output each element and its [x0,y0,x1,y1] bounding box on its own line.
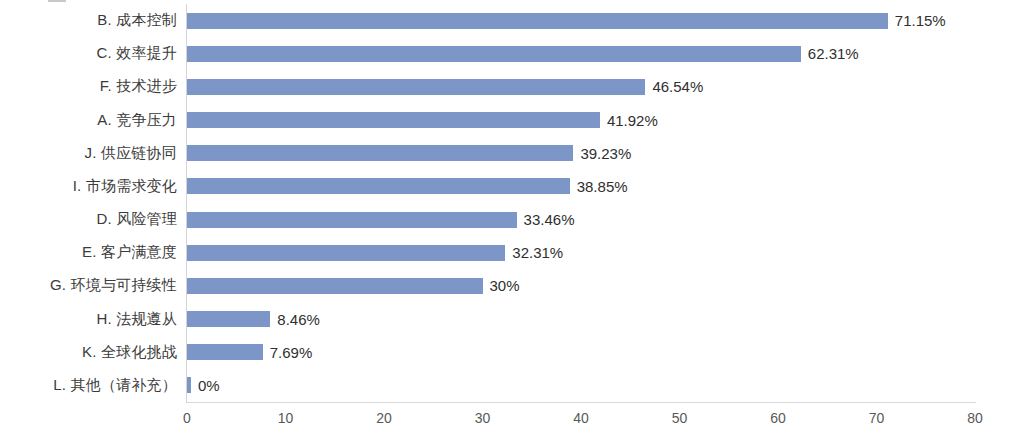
chart-row: L. 其他（请补充） 0% [0,369,976,402]
bar-area: 8.46% [187,311,976,328]
category-label: H. 法规遵从 [0,310,177,329]
chart-row: C. 效率提升 62.31% [0,37,976,70]
category-label: G. 环境与可持续性 [0,276,177,295]
value-label: 41.92% [607,112,658,129]
chart-row: D. 风险管理 33.46% [0,203,976,236]
category-label: C. 效率提升 [0,44,177,63]
chart-row: G. 环境与可持续性 30% [0,269,976,302]
bar [187,13,888,29]
chart-row: K. 全球化挑战 7.69% [0,336,976,369]
x-tick-label: 40 [573,410,589,426]
x-tick-label: 50 [672,410,688,426]
chart-row: F. 技术进步 46.54% [0,70,976,103]
bar [187,145,573,161]
bar-area: 41.92% [187,112,976,129]
value-label: 7.69% [270,344,313,361]
bar-area: 7.69% [187,344,976,361]
value-label: 0% [198,377,220,394]
top-border-artifact [48,0,66,2]
bar-area: 0% [187,377,976,394]
value-label: 8.46% [277,311,320,328]
bar-area: 46.54% [187,78,976,95]
value-label: 46.54% [652,78,703,95]
bar [187,112,600,128]
value-label: 30% [490,277,520,294]
chart-row: I. 市场需求变化 38.85% [0,170,976,203]
bar-area: 30% [187,277,976,294]
bar-area: 39.23% [187,145,976,162]
plot-area: B. 成本控制 71.15% C. 效率提升 62.31% F. 技术进步 46.54% A… [0,4,976,402]
bar-area: 38.85% [187,178,976,195]
bar [187,79,645,95]
category-label: A. 竞争压力 [0,111,177,130]
category-label: J. 供应链协同 [0,144,177,163]
chart-row: B. 成本控制 71.15% [0,4,976,37]
x-tick-label: 30 [475,410,491,426]
x-axis-line [187,402,976,403]
value-label: 38.85% [577,178,628,195]
x-tick-label: 20 [376,410,392,426]
bar-chart: B. 成本控制 71.15% C. 效率提升 62.31% F. 技术进步 46.54% A… [0,0,1036,439]
bar-area: 32.31% [187,244,976,261]
bar [187,46,801,62]
x-tick-label: 70 [869,410,885,426]
chart-row: A. 竞争压力 41.92% [0,104,976,137]
value-label: 32.31% [512,244,563,261]
category-label: L. 其他（请补充） [0,376,177,395]
bar [187,344,263,360]
value-label: 62.31% [808,45,859,62]
bar [187,311,270,327]
bar [187,245,505,261]
x-tick-label: 60 [770,410,786,426]
chart-row: J. 供应链协同 39.23% [0,137,976,170]
category-label: F. 技术进步 [0,77,177,96]
x-tick-label: 10 [278,410,294,426]
bar [187,377,191,393]
category-label: I. 市场需求变化 [0,177,177,196]
category-label: B. 成本控制 [0,11,177,30]
category-label: D. 风险管理 [0,210,177,229]
chart-row: E. 客户满意度 32.31% [0,236,976,269]
bar-area: 71.15% [187,12,976,29]
x-tick-label: 0 [183,410,191,426]
value-label: 33.46% [524,211,575,228]
bar-area: 33.46% [187,211,976,228]
value-label: 71.15% [895,12,946,29]
chart-row: H. 法规遵从 8.46% [0,303,976,336]
category-label: E. 客户满意度 [0,243,177,262]
value-label: 39.23% [580,145,631,162]
bar-area: 62.31% [187,45,976,62]
bar [187,178,570,194]
bar [187,212,517,228]
bar [187,278,483,294]
x-tick-label: 80 [967,410,983,426]
category-label: K. 全球化挑战 [0,343,177,362]
